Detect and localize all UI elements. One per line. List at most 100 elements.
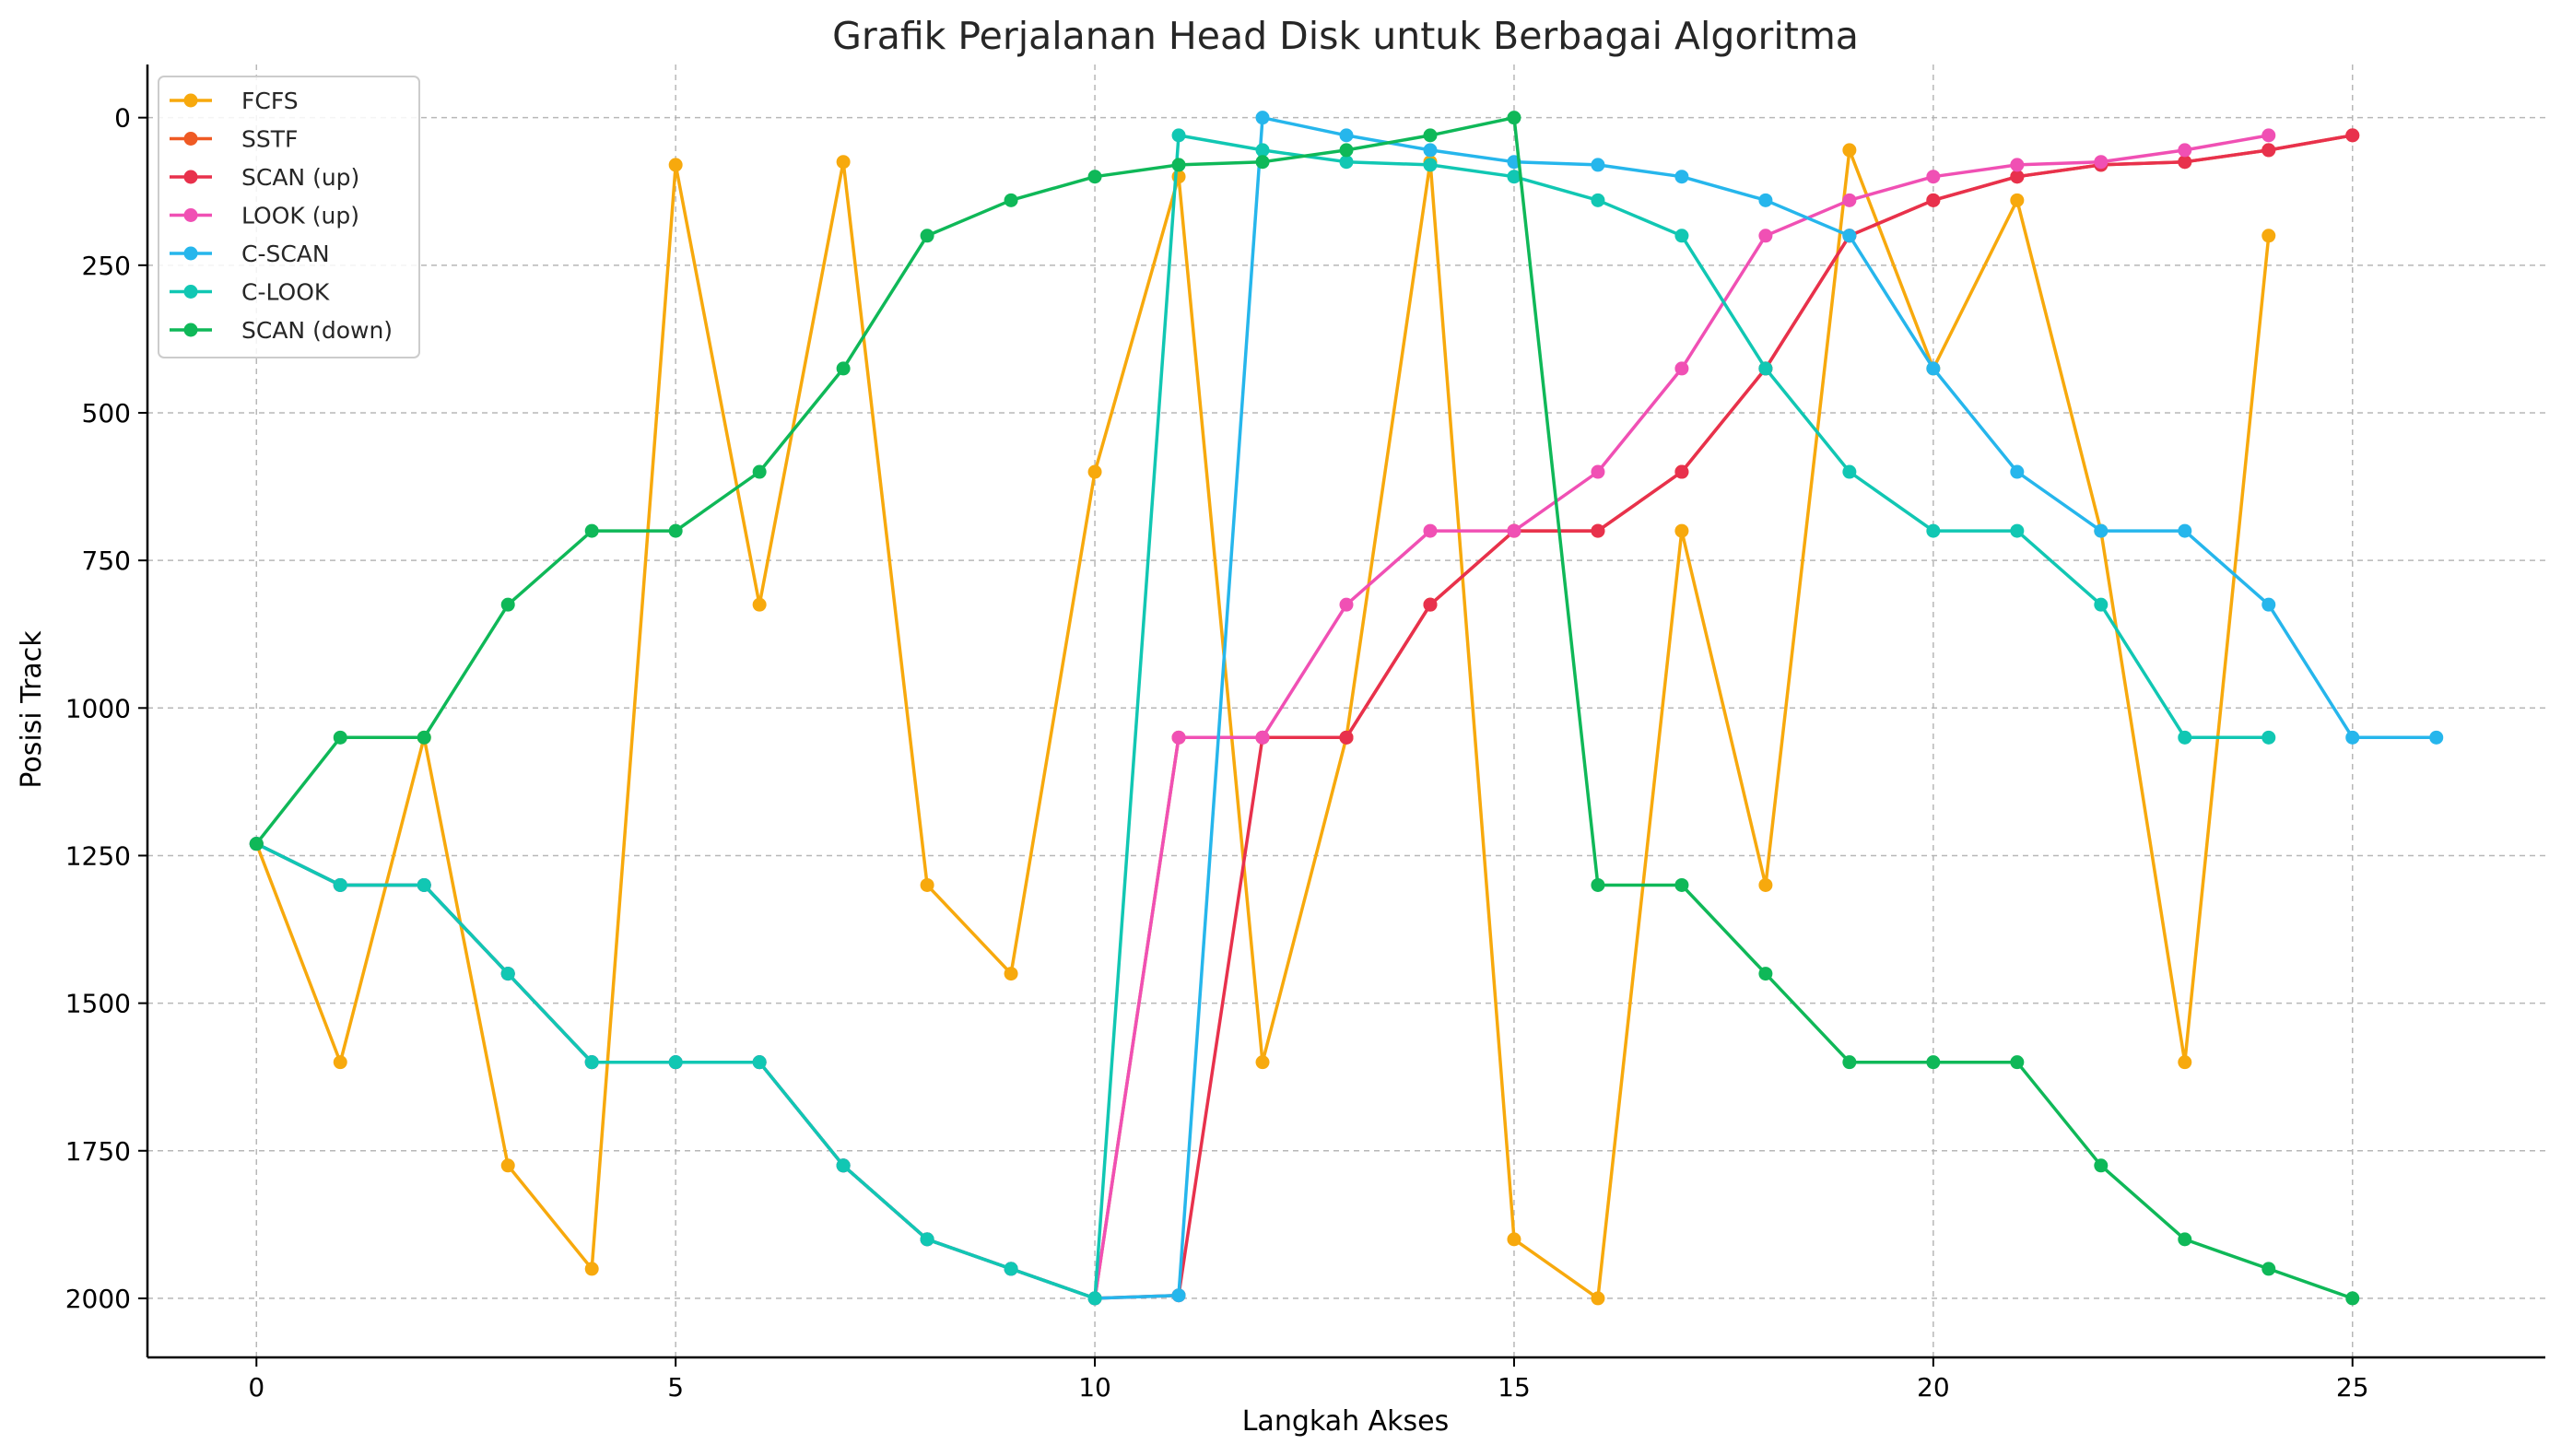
data-point	[2261, 730, 2276, 745]
data-point	[2261, 143, 2276, 158]
data-point	[333, 730, 347, 745]
data-point	[836, 155, 851, 170]
legend-label: LOOK (up)	[241, 203, 359, 229]
grid	[147, 65, 2545, 1357]
legend-swatch-marker	[183, 323, 198, 337]
series-fcfs	[249, 143, 2276, 1306]
legend-swatch-marker	[183, 132, 198, 146]
data-point	[836, 1158, 851, 1173]
data-point	[1423, 158, 1438, 172]
data-point	[1591, 464, 1605, 479]
data-point	[1507, 1232, 1521, 1247]
series-line	[255, 134, 2269, 1300]
data-point	[249, 837, 264, 851]
data-point	[1423, 128, 1438, 143]
legend-label: SCAN (up)	[241, 164, 359, 191]
data-point	[333, 1055, 347, 1070]
data-point	[1339, 143, 1354, 158]
data-point	[752, 1055, 767, 1070]
data-point	[1171, 158, 1186, 172]
data-point	[1255, 111, 1270, 125]
data-point	[1255, 143, 1270, 158]
y-axis-title: Posisi Track	[16, 630, 48, 789]
data-point	[1087, 1291, 1102, 1306]
data-point	[1758, 229, 1773, 243]
data-point	[2010, 464, 2025, 479]
data-point	[1004, 1262, 1018, 1276]
data-point	[1842, 1055, 1857, 1070]
data-point	[1842, 193, 1857, 207]
data-point	[1926, 193, 1941, 207]
legend-label: FCFS	[241, 88, 299, 114]
y-tick-label: 1250	[65, 840, 131, 871]
data-point	[1255, 155, 1270, 170]
series-line	[254, 115, 2354, 1300]
data-point	[2345, 1291, 2360, 1306]
y-tick-label: 2000	[65, 1284, 131, 1314]
data-point	[2345, 128, 2360, 143]
data-point	[1507, 111, 1521, 125]
data-point	[417, 877, 431, 892]
data-point	[2261, 229, 2276, 243]
data-point	[752, 597, 767, 612]
data-point	[417, 730, 431, 745]
data-point	[1171, 1288, 1186, 1303]
series-line	[254, 148, 2271, 1300]
legend-item: LOOK (up)	[170, 203, 359, 229]
data-point	[500, 967, 515, 981]
data-point	[1591, 193, 1605, 207]
x-tick-label: 25	[2336, 1372, 2369, 1403]
data-point	[1255, 1055, 1270, 1070]
data-point	[920, 1232, 934, 1247]
data-point	[1842, 229, 1857, 243]
data-point	[1758, 877, 1773, 892]
data-point	[2261, 597, 2276, 612]
data-point	[1926, 523, 1941, 538]
data-point	[1758, 361, 1773, 376]
data-point	[2178, 1055, 2192, 1070]
legend-item: C-SCAN	[170, 241, 330, 267]
data-point	[2178, 143, 2192, 158]
data-point	[333, 877, 347, 892]
data-point	[1674, 464, 1689, 479]
series-line	[255, 134, 2270, 1300]
data-point	[1339, 597, 1354, 612]
data-point	[920, 877, 934, 892]
legend-swatch-marker	[183, 246, 198, 261]
data-point	[2261, 128, 2276, 143]
data-point	[1423, 597, 1438, 612]
data-point	[1591, 523, 1605, 538]
data-point	[1087, 170, 1102, 184]
data-point	[1004, 967, 1018, 981]
y-tick-label: 750	[82, 546, 131, 576]
data-point	[1674, 523, 1689, 538]
data-point	[1591, 158, 1605, 172]
data-point	[1423, 523, 1438, 538]
data-point	[1339, 155, 1354, 170]
x-ticks: 0 5 10 15 20 25	[248, 1357, 2369, 1403]
data-point	[2010, 193, 2025, 207]
series-line	[255, 134, 2354, 1300]
data-point	[2010, 170, 2025, 184]
x-tick-label: 0	[248, 1372, 264, 1403]
data-point	[1171, 730, 1186, 745]
data-point	[1758, 967, 1773, 981]
series-c-look	[249, 128, 2276, 1306]
data-point	[1674, 170, 1689, 184]
data-point	[2094, 597, 2109, 612]
series-look-up	[249, 128, 2276, 1306]
data-point	[752, 464, 767, 479]
data-point	[1674, 361, 1689, 376]
y-ticks: 0 250 500 750 1000 1250 1500 1750 2000	[65, 103, 147, 1314]
data-point	[584, 523, 599, 538]
data-point	[2178, 730, 2192, 745]
data-point	[2178, 523, 2192, 538]
y-tick-label: 1500	[65, 989, 131, 1019]
data-point	[1171, 128, 1186, 143]
data-point	[500, 597, 515, 612]
data-point	[668, 1055, 683, 1070]
data-point	[1758, 193, 1773, 207]
y-tick-label: 250	[82, 251, 131, 281]
data-point	[1004, 193, 1018, 207]
